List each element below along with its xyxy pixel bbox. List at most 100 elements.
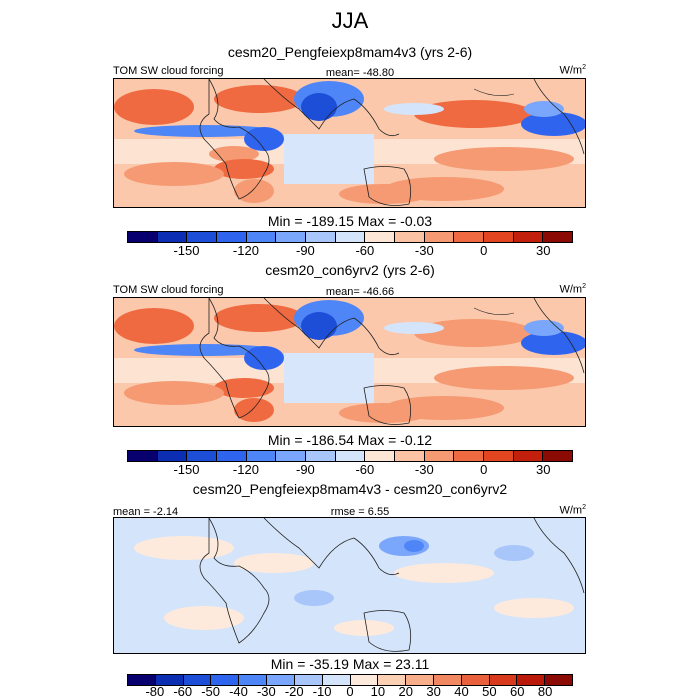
colorbar-swatch [276,451,307,461]
colorbar-swatch [365,451,396,461]
colorbar-tick-label: 30 [536,243,551,258]
colorbar-swatch [211,675,240,685]
panel-1-title: cesm20_Pengfeiexp8mam4v3 (yrs 2-6) [227,44,473,60]
colorbar-1-ticks: -150 -120 -90 -60 -30 0 30 [127,243,573,259]
colorbar-3-ticks: -80 -60 -50 -40 -30 -20 -10 0 10 20 30 40 50 60 80 [127,684,573,700]
colorbar-tick-label: -150 [173,243,200,258]
panel-1-units: W/m2 [559,64,586,77]
colorbar-tick-label: 20 [398,684,413,699]
panel-3-units: W/m2 [559,504,586,517]
panel-2-minmax: Min = -186.54 Max = -0.12 [267,432,433,448]
colorbar-swatch [454,451,485,461]
colorbar-swatch [454,232,485,242]
colorbar-swatch [350,675,379,685]
panel-2-units: W/m2 [559,283,586,296]
panel-3-minmax: Min = -35.19 Max = 23.11 [270,656,430,672]
colorbar-tick-label: 0 [480,243,488,258]
colorbar-swatch [246,232,277,242]
colorbar-tick-label: -50 [201,684,221,699]
colorbar-swatch [157,232,188,242]
colorbar-tick-label: -120 [232,243,259,258]
panel-3-rmse-label: rmse = 6.55 [330,506,390,518]
colorbar-swatch [424,451,455,461]
colorbar-swatch [276,232,307,242]
panel-1-variable-label: TOM SW cloud forcing [113,65,224,77]
colorbar-swatch [183,675,212,685]
colorbar-swatch [513,451,544,461]
colorbar-swatch [433,675,462,685]
colorbar-swatch [424,232,455,242]
colorbar-swatch [128,232,158,242]
colorbar-tick-label: -150 [173,462,200,477]
panel-2-map [113,297,586,427]
colorbar-swatch [395,451,425,461]
colorbar-tick-label: 0 [346,684,354,699]
panel-3-map-field [114,518,585,653]
colorbar-swatch [217,451,247,461]
colorbar-swatch [239,675,268,685]
panel-3-mean-label: mean = -2.14 [113,506,179,518]
colorbar-swatch [484,451,514,461]
panel-2-map-field [114,298,585,426]
colorbar-tick-label: 0 [480,462,488,477]
colorbar-2 [127,450,573,462]
colorbar-tick-label: 50 [482,684,497,699]
colorbar-tick-label: 60 [510,684,525,699]
colorbar-swatch [517,675,546,685]
panel-2-variable-label: TOM SW cloud forcing [113,284,224,296]
colorbar-tick-label: -30 [414,462,434,477]
colorbar-tick-label: 10 [370,684,386,699]
colorbar-tick-label: -60 [355,462,375,477]
colorbar-swatch [294,675,323,685]
colorbar-tick-label: 40 [454,684,469,699]
colorbar-swatch [378,675,407,685]
colorbar-tick-label: -60 [173,684,193,699]
panel-1-map [113,78,586,208]
colorbar-swatch [484,232,514,242]
colorbar-tick-label: -30 [414,243,434,258]
colorbar-swatch [217,232,247,242]
colorbar-swatch [155,675,184,685]
panel-1-map-field [114,79,585,207]
colorbar-swatch [513,232,544,242]
colorbar-swatch [461,675,490,685]
colorbar-swatch [545,675,572,685]
colorbar-1 [127,231,573,243]
colorbar-tick-label: -60 [355,243,375,258]
colorbar-swatch [246,451,277,461]
colorbar-tick-label: -30 [256,684,276,699]
colorbar-swatch [187,451,218,461]
panel-2-title: cesm20_con6yrv2 (yrs 2-6) [265,262,435,278]
colorbar-swatch [267,675,295,685]
colorbar-tick-label: -40 [229,684,248,699]
colorbar-swatch [306,451,336,461]
panel-2-mean-label: mean= -46.66 [325,286,395,298]
colorbar-swatch [365,232,396,242]
colorbar-tick-label: 30 [536,462,551,477]
colorbar-3 [127,674,573,686]
panel-1-minmax: Min = -189.15 Max = -0.03 [267,213,433,229]
colorbar-tick-label: -90 [295,462,315,477]
colorbar-tick-label: -20 [284,684,304,699]
colorbar-tick-label: -120 [232,462,259,477]
colorbar-swatch [489,675,518,685]
colorbar-swatch [335,232,366,242]
colorbar-swatch [543,232,573,242]
colorbar-swatch [128,451,158,461]
colorbar-tick-label: -10 [312,684,332,699]
colorbar-swatch [406,675,434,685]
panel-3-title: cesm20_Pengfeiexp8mam4v3 - cesm20_con6yr… [192,481,508,497]
colorbar-swatch [322,675,351,685]
colorbar-tick-label: 30 [426,684,441,699]
colorbar-2-ticks: -150 -120 -90 -60 -30 0 30 [127,462,573,478]
colorbar-tick-label: 80 [537,684,553,699]
colorbar-swatch [335,451,366,461]
colorbar-swatch [187,232,218,242]
colorbar-swatch [306,232,336,242]
panel-3-map [113,517,586,654]
panel-1-mean-label: mean= -48.80 [325,67,395,79]
colorbar-tick-label: -90 [295,243,315,258]
colorbar-swatch [395,232,425,242]
colorbar-swatch [543,451,573,461]
colorbar-tick-label: -80 [145,684,165,699]
